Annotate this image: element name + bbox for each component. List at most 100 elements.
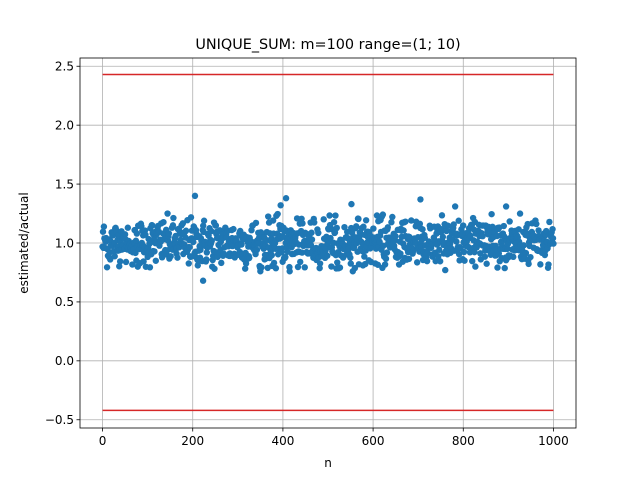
- data-point: [360, 223, 367, 230]
- data-point: [211, 265, 218, 272]
- data-point: [453, 238, 460, 245]
- data-point: [327, 234, 334, 242]
- y-tick-label: 1.0: [55, 236, 74, 250]
- data-point: [494, 264, 501, 271]
- data-point: [274, 210, 281, 218]
- data-point: [199, 222, 207, 229]
- data-point: [379, 211, 387, 218]
- data-point: [436, 246, 443, 254]
- data-point: [229, 242, 236, 250]
- data-point: [439, 233, 447, 241]
- data-point: [455, 250, 463, 258]
- data-point: [257, 268, 264, 275]
- data-point: [140, 258, 147, 265]
- data-point: [381, 261, 389, 268]
- data-point: [332, 212, 339, 219]
- data-point: [336, 264, 344, 271]
- data-point: [299, 220, 306, 227]
- data-point: [389, 213, 396, 221]
- data-point: [320, 216, 327, 223]
- data-point: [435, 253, 442, 260]
- data-point: [194, 262, 201, 269]
- data-point: [417, 196, 424, 203]
- data-point: [341, 223, 348, 231]
- bound-lines: [102, 73, 554, 412]
- data-point: [343, 228, 351, 236]
- data-point: [525, 260, 532, 268]
- data-point: [333, 224, 341, 232]
- data-point: [450, 221, 457, 228]
- data-point: [506, 218, 513, 225]
- data-point: [179, 220, 187, 227]
- x-tick-label: 200: [181, 434, 204, 448]
- y-axis-label: estimated/actual: [17, 192, 31, 293]
- data-point: [347, 254, 354, 261]
- data-point: [268, 251, 276, 259]
- data-point: [502, 203, 510, 210]
- data-point: [132, 249, 139, 257]
- data-point: [324, 252, 331, 259]
- data-point: [129, 261, 136, 268]
- data-point: [397, 250, 404, 257]
- data-point: [107, 256, 114, 263]
- data-point: [199, 277, 207, 284]
- data-point: [432, 257, 439, 265]
- data-point: [384, 224, 392, 231]
- data-point: [459, 222, 467, 229]
- data-point: [124, 224, 132, 231]
- data-point: [442, 266, 449, 274]
- data-point: [167, 253, 174, 260]
- data-point: [501, 264, 508, 272]
- data-point: [334, 259, 341, 266]
- data-point: [116, 263, 123, 270]
- data-point: [169, 222, 177, 229]
- data-point: [138, 222, 145, 230]
- data-point: [103, 264, 111, 271]
- data-point: [286, 268, 293, 275]
- data-point: [443, 227, 450, 235]
- x-axis-ticks: 0 200 400 600 800 1000: [99, 428, 569, 448]
- x-tick-label: 600: [362, 434, 385, 448]
- data-point: [191, 192, 199, 200]
- data-point: [535, 227, 542, 234]
- data-point: [268, 235, 275, 242]
- data-point: [436, 258, 444, 265]
- data-point: [294, 263, 302, 271]
- data-point: [279, 233, 287, 241]
- data-point: [185, 260, 192, 267]
- data-point: [322, 245, 330, 253]
- data-point: [382, 255, 390, 262]
- data-point: [246, 254, 253, 262]
- data-point: [500, 222, 508, 230]
- data-point: [212, 222, 220, 229]
- data-point: [238, 241, 245, 248]
- data-point: [374, 261, 382, 268]
- data-point: [264, 213, 272, 220]
- data-point: [370, 225, 377, 232]
- data-point: [160, 218, 167, 226]
- data-point: [550, 240, 557, 247]
- data-point: [546, 218, 553, 226]
- data-point: [549, 225, 556, 233]
- x-tick-label: 1000: [538, 434, 569, 448]
- data-point: [174, 254, 181, 261]
- data-point: [270, 259, 278, 267]
- data-point: [164, 210, 171, 217]
- y-tick-label: 1.5: [55, 177, 74, 191]
- y-tick-label: 2.0: [55, 118, 74, 132]
- data-point: [520, 242, 527, 249]
- data-point: [316, 264, 323, 272]
- data-point: [272, 265, 280, 272]
- x-tick-label: 800: [452, 434, 475, 448]
- data-point: [307, 242, 315, 249]
- y-tick-label: 0.0: [55, 354, 74, 368]
- data-point: [549, 235, 557, 242]
- data-point: [326, 212, 333, 219]
- data-point: [297, 258, 304, 266]
- data-point: [392, 232, 399, 240]
- data-point: [151, 248, 158, 255]
- data-point: [190, 238, 197, 246]
- data-point: [406, 233, 413, 241]
- data-point: [200, 217, 208, 224]
- data-point: [362, 217, 370, 224]
